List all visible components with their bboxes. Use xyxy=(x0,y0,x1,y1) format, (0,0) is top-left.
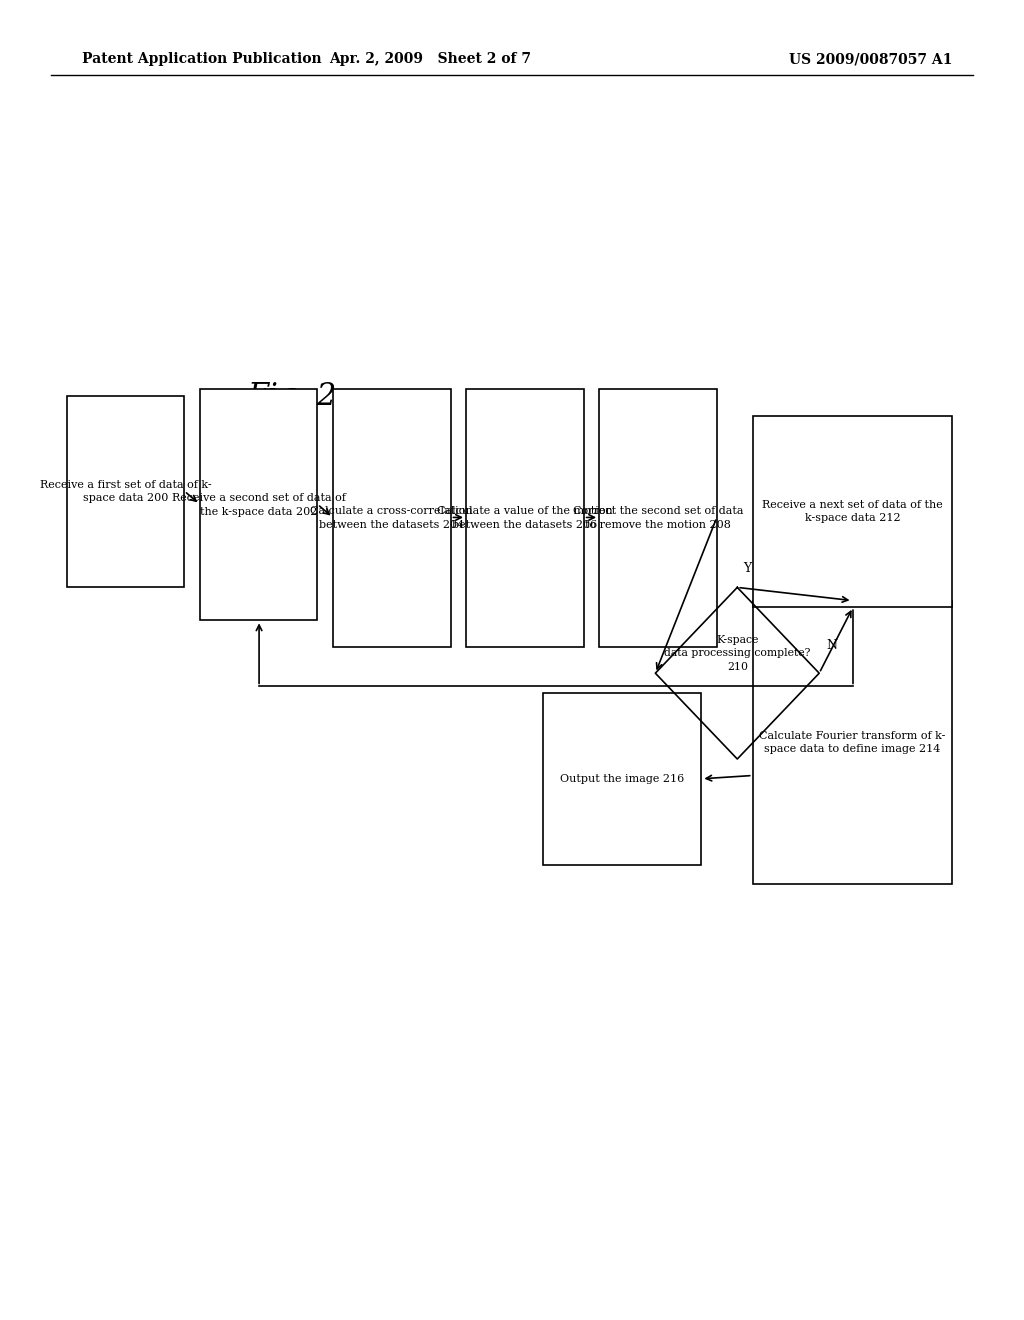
Text: Y: Y xyxy=(743,561,752,574)
FancyBboxPatch shape xyxy=(466,389,584,647)
Text: K-space
data processing complete?
210: K-space data processing complete? 210 xyxy=(665,635,810,672)
FancyBboxPatch shape xyxy=(333,389,451,647)
FancyBboxPatch shape xyxy=(543,693,701,865)
Text: Calculate Fourier transform of k-
space data to define image 214: Calculate Fourier transform of k- space … xyxy=(759,731,946,754)
Text: N: N xyxy=(826,639,838,652)
Text: Fig. 2: Fig. 2 xyxy=(247,380,337,412)
Text: Apr. 2, 2009   Sheet 2 of 7: Apr. 2, 2009 Sheet 2 of 7 xyxy=(329,53,531,66)
Text: US 2009/0087057 A1: US 2009/0087057 A1 xyxy=(788,53,952,66)
FancyBboxPatch shape xyxy=(200,389,317,620)
FancyBboxPatch shape xyxy=(753,416,952,607)
FancyBboxPatch shape xyxy=(753,601,952,884)
Text: Output the image 216: Output the image 216 xyxy=(560,774,684,784)
Text: Correct the second set of data
to remove the motion 208: Correct the second set of data to remove… xyxy=(572,507,743,529)
Text: Calculate a value of the motion
between the datasets 206: Calculate a value of the motion between … xyxy=(437,507,612,529)
FancyBboxPatch shape xyxy=(599,389,717,647)
Text: Receive a next set of data of the
k-space data 212: Receive a next set of data of the k-spac… xyxy=(762,500,943,523)
Text: Patent Application Publication: Patent Application Publication xyxy=(82,53,322,66)
Text: Calculate a cross-correlation
between the datasets 204: Calculate a cross-correlation between th… xyxy=(310,507,473,529)
FancyBboxPatch shape xyxy=(67,396,184,587)
Text: Receive a first set of data of k-
space data 200: Receive a first set of data of k- space … xyxy=(40,480,211,503)
Text: Receive a second set of data of
the k-space data 202: Receive a second set of data of the k-sp… xyxy=(172,494,345,516)
Polygon shape xyxy=(655,587,819,759)
